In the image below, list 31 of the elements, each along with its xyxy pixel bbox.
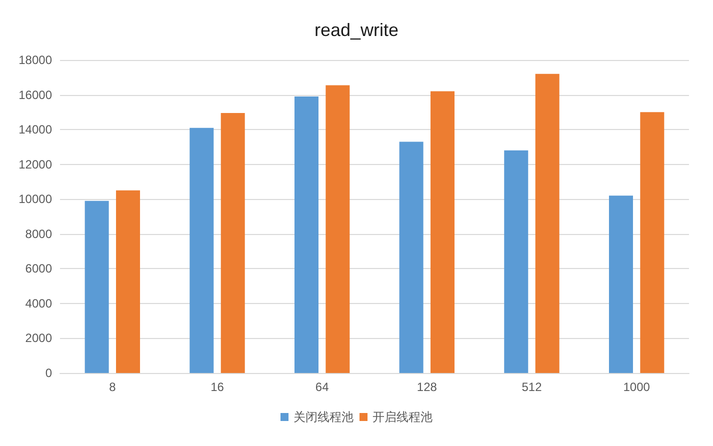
- bar: [220, 113, 245, 373]
- y-tick-label: 18000: [18, 53, 52, 67]
- x-tick-label: 64: [315, 380, 330, 394]
- y-tick-label: 0: [45, 366, 52, 380]
- bar: [504, 150, 528, 373]
- x-tick-label: 16: [210, 380, 224, 394]
- y-tick-label: 12000: [18, 157, 52, 172]
- y-tick-label: 2000: [25, 331, 52, 346]
- y-tick-label: 14000: [18, 122, 52, 137]
- bar: [294, 96, 318, 373]
- y-tick-label: 16000: [18, 88, 52, 102]
- bar: [640, 112, 664, 373]
- legend-label: 关闭线程池: [294, 410, 354, 424]
- legend-label: 开启线程池: [372, 410, 432, 424]
- x-tick-label: 128: [416, 380, 438, 394]
- x-tick-label: 1000: [623, 380, 650, 394]
- bar: [190, 128, 214, 373]
- y-tick-label: 10000: [18, 192, 52, 206]
- x-tick-label: 512: [522, 380, 542, 394]
- bar: [608, 196, 633, 373]
- bar: [535, 74, 560, 373]
- bar: [430, 91, 455, 373]
- chart-title: read_write: [314, 20, 399, 40]
- x-tick-label: 8: [109, 380, 116, 394]
- y-tick-label: 6000: [25, 262, 52, 276]
- bar: [84, 200, 109, 373]
- bar: [116, 190, 140, 373]
- y-tick-label: 8000: [25, 226, 52, 241]
- y-tick-label: 4000: [25, 296, 52, 310]
- bar: [399, 142, 424, 373]
- bar: [326, 85, 350, 373]
